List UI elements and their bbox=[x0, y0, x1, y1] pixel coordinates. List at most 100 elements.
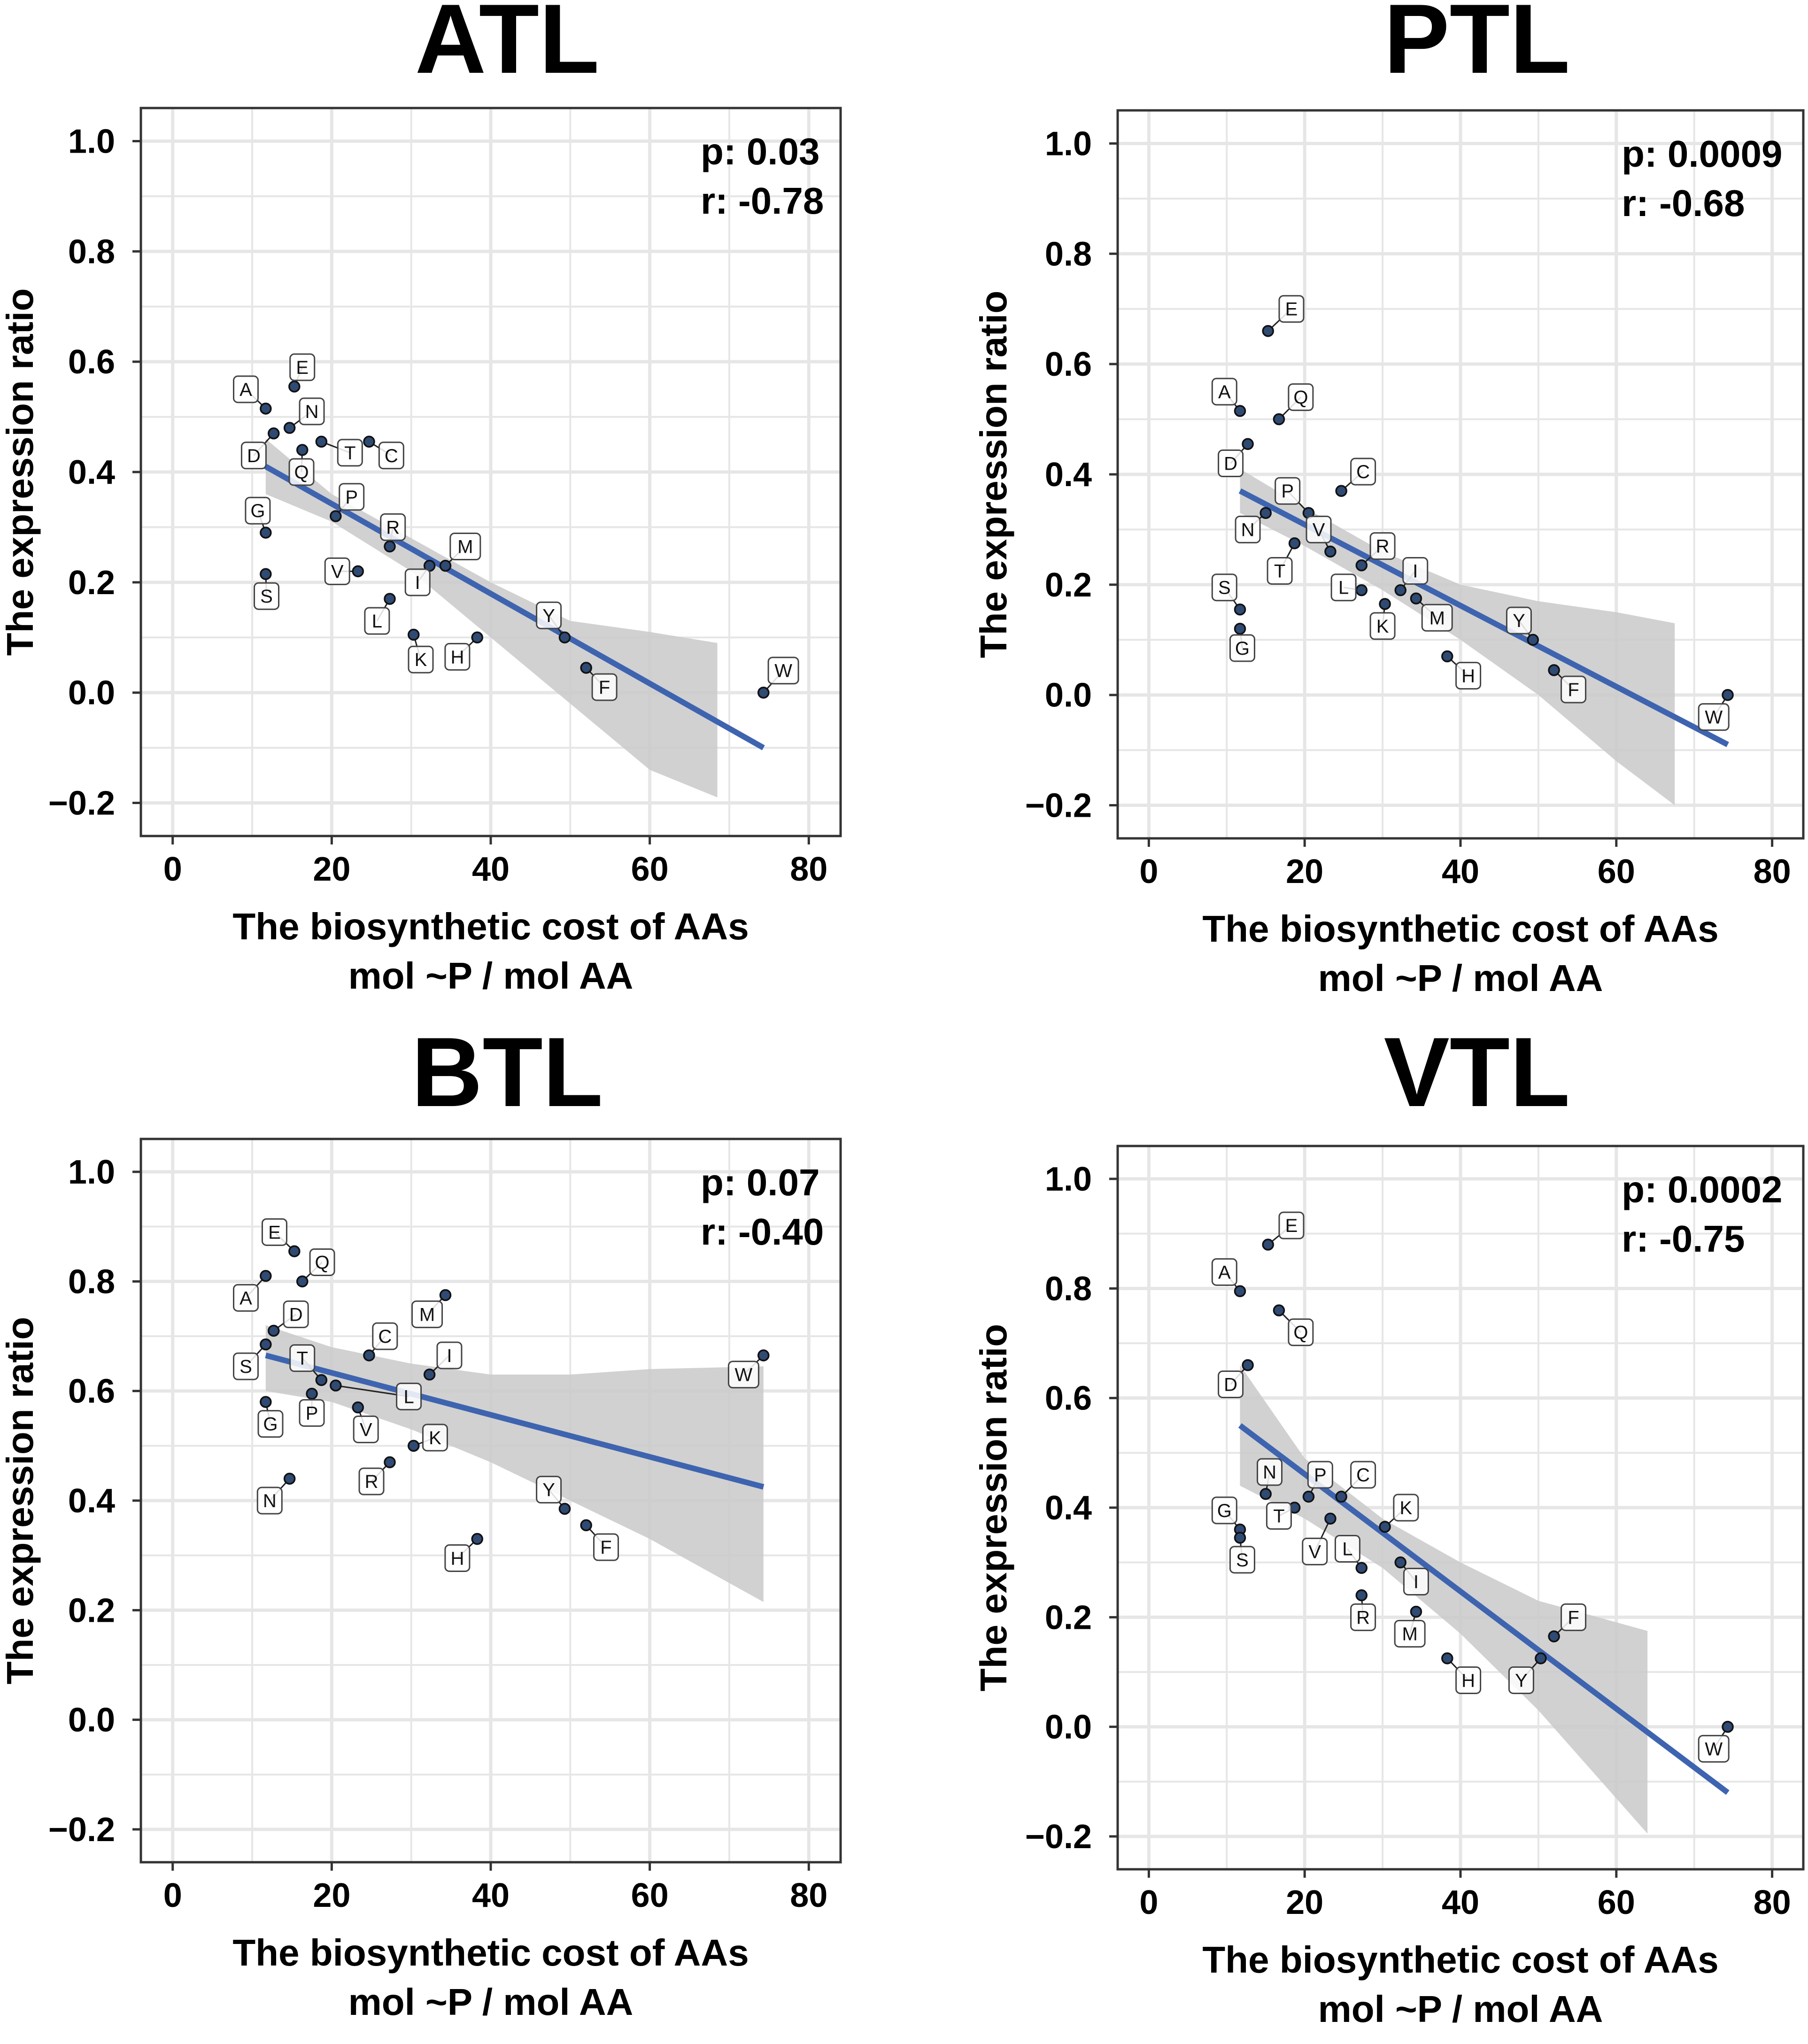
panel-ptl-label-box bbox=[1229, 634, 1255, 662]
panel-vtl-label-box bbox=[1257, 1458, 1283, 1486]
panel-btl-title: BTL bbox=[411, 1017, 603, 1127]
panel-btl-x-axis-unit: mol ~P / mol AA bbox=[348, 1981, 634, 2023]
panel-atl-point-m bbox=[439, 559, 452, 572]
panel-btl-label-box bbox=[411, 1300, 443, 1328]
panel-btl-label-box bbox=[289, 1344, 316, 1372]
panel-ptl-label-box bbox=[1211, 378, 1237, 406]
panel-btl-point-label: A bbox=[240, 1288, 252, 1308]
panel-ptl: E A Q D C P N V R T I S L M K Y G H F W 0 20 40 60 80 −0.2 0.0 0.2 0… bbox=[973, 0, 1805, 999]
panel-btl-point-h bbox=[471, 1533, 483, 1545]
panel-ptl-y-tick-label: −0.2 bbox=[1025, 787, 1092, 825]
panel-atl-point-v bbox=[352, 565, 364, 578]
panel-btl-point-label: F bbox=[600, 1537, 611, 1558]
panel-ptl-point-y bbox=[1527, 634, 1539, 646]
panel-atl-label-box bbox=[337, 439, 363, 467]
panel-ptl-point-label: T bbox=[1274, 561, 1285, 581]
panel-ptl-point-label: F bbox=[1568, 680, 1579, 700]
panel-btl-y-tick-label: 1.0 bbox=[68, 1154, 115, 1191]
panel-btl-label-box bbox=[256, 1487, 283, 1515]
panel-btl-x-tick-label: 60 bbox=[631, 1877, 669, 1914]
panel-btl-point-n bbox=[283, 1472, 296, 1485]
panel-btl-point-label: V bbox=[360, 1419, 372, 1440]
panel-ptl-label-box bbox=[1306, 515, 1332, 543]
panel-ptl-label-box bbox=[1402, 557, 1429, 585]
panel-btl-x-tick-label: 20 bbox=[313, 1877, 350, 1914]
panel-ptl-point-n bbox=[1259, 507, 1272, 519]
panel-btl-point-label: D bbox=[289, 1304, 303, 1325]
panel-ptl-x-tick-label: 20 bbox=[1286, 853, 1323, 890]
panel-ptl-x-tick-label: 60 bbox=[1598, 853, 1635, 890]
panel-btl-point-e bbox=[288, 1245, 301, 1257]
panel-btl-label-box bbox=[309, 1248, 335, 1276]
panel-btl-label-box bbox=[436, 1341, 463, 1370]
panel-atl-point-label: I bbox=[415, 573, 420, 593]
panel-ptl-point-label: C bbox=[1356, 462, 1370, 482]
panel-atl-x-tick-label: 60 bbox=[631, 851, 669, 888]
panel-vtl-point-label: G bbox=[1217, 1501, 1232, 1521]
panel-ptl-label-box bbox=[1421, 604, 1453, 632]
panel-atl-point-k bbox=[408, 628, 420, 641]
panel-btl-label-box bbox=[283, 1300, 309, 1328]
panel-vtl-point-a bbox=[1234, 1285, 1246, 1297]
panel-atl-label-box bbox=[444, 643, 471, 671]
panel-atl-point-label: W bbox=[774, 661, 792, 681]
panel-atl-point-label: V bbox=[331, 561, 344, 582]
panel-atl-x-tick-label: 80 bbox=[790, 851, 827, 888]
panel-btl-point-label: S bbox=[240, 1356, 252, 1377]
panel-btl-point-label: Y bbox=[542, 1480, 555, 1501]
panel-vtl-label-box bbox=[1393, 1494, 1419, 1522]
panel-ptl-point-label: P bbox=[1281, 481, 1294, 502]
panel-btl-label-box bbox=[358, 1467, 385, 1495]
panel-ptl-point-a bbox=[1234, 405, 1246, 417]
panel-atl-x-axis-label: The biosynthetic cost of AAs bbox=[232, 906, 749, 947]
panel-btl-y-tick-label: 0.0 bbox=[68, 1702, 115, 1739]
panel-vtl-point-label: D bbox=[1224, 1375, 1237, 1395]
panel-atl-label-box bbox=[324, 557, 350, 585]
panel-btl-point-r bbox=[384, 1456, 396, 1469]
panel-vtl-point-m bbox=[1410, 1605, 1422, 1618]
panel-vtl-y-tick-label: 0.6 bbox=[1045, 1380, 1092, 1417]
panel-ptl-point-label: I bbox=[1413, 561, 1418, 581]
panel-atl-r-value: r: -0.78 bbox=[701, 180, 824, 222]
panel-vtl-label-box bbox=[1266, 1502, 1292, 1530]
panel-btl-x-tick-label: 0 bbox=[163, 1877, 182, 1914]
panel-ptl-point-m bbox=[1410, 592, 1422, 604]
panel-btl-y-tick-label: −0.2 bbox=[48, 1811, 115, 1849]
panel-vtl-r-value: r: -0.75 bbox=[1622, 1218, 1745, 1260]
panel-vtl-label-box bbox=[1288, 1318, 1314, 1347]
panel-btl-label-box bbox=[444, 1544, 471, 1572]
panel-atl-point-p bbox=[330, 510, 342, 522]
panel-atl-point-a bbox=[260, 403, 272, 415]
panel-ptl-p-value: p: 0.0009 bbox=[1622, 133, 1782, 175]
panel-vtl-point-label: S bbox=[1236, 1550, 1249, 1571]
panel-vtl-x-tick-label: 0 bbox=[1139, 1884, 1158, 1921]
panel-vtl-y-tick-label: 0.0 bbox=[1045, 1709, 1092, 1746]
panel-btl-point-label: P bbox=[306, 1403, 318, 1424]
panel-ptl-x-axis-unit: mol ~P / mol AA bbox=[1318, 957, 1603, 999]
panel-btl-point-c bbox=[363, 1349, 375, 1362]
panel-vtl-label-box bbox=[1561, 1603, 1587, 1631]
panel-vtl-label-box bbox=[1229, 1546, 1255, 1574]
panel-vtl-point-label: E bbox=[1285, 1216, 1298, 1236]
panel-btl-point-label: N bbox=[263, 1491, 277, 1511]
panel-vtl-y-axis-label: The expression ratio bbox=[973, 1324, 1014, 1691]
panel-vtl-x-tick-label: 60 bbox=[1598, 1884, 1635, 1921]
panel-atl-point-y bbox=[558, 631, 571, 644]
panel-vtl-point-w bbox=[1722, 1720, 1734, 1733]
panel-btl-point-w bbox=[757, 1349, 770, 1362]
panel-atl-point-l bbox=[384, 593, 396, 605]
panel-btl-point-label: C bbox=[378, 1326, 392, 1347]
panel-btl-point-q bbox=[296, 1275, 309, 1288]
panel-vtl-point-e bbox=[1262, 1239, 1274, 1251]
panel-vtl-point-l bbox=[1355, 1562, 1368, 1574]
panel-atl-y-tick-label: −0.2 bbox=[48, 785, 115, 822]
panel-atl-x-tick-label: 0 bbox=[163, 851, 182, 888]
panel-ptl-confidence-band bbox=[1240, 469, 1675, 805]
panel-btl-point-label: H bbox=[450, 1548, 464, 1569]
panel-ptl-point-label: W bbox=[1705, 707, 1723, 728]
panel-vtl-p-value: p: 0.0002 bbox=[1622, 1169, 1782, 1210]
panel-btl-point-s bbox=[260, 1338, 272, 1351]
panel-ptl-title: PTL bbox=[1384, 0, 1570, 94]
panel-atl-y-tick-label: 0.0 bbox=[68, 674, 115, 712]
